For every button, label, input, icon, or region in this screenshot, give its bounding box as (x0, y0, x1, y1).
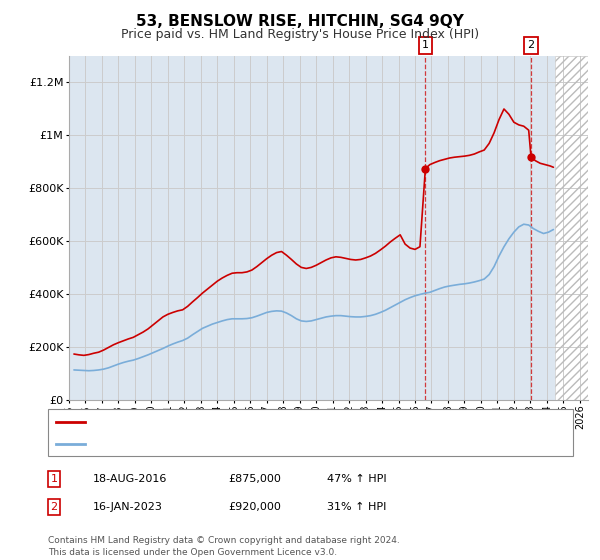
Text: 53, BENSLOW RISE, HITCHIN, SG4 9QY (detached house): 53, BENSLOW RISE, HITCHIN, SG4 9QY (deta… (92, 417, 407, 427)
Text: £875,000: £875,000 (228, 474, 281, 484)
Text: 31% ↑ HPI: 31% ↑ HPI (327, 502, 386, 512)
Text: Price paid vs. HM Land Registry's House Price Index (HPI): Price paid vs. HM Land Registry's House … (121, 28, 479, 41)
Text: 47% ↑ HPI: 47% ↑ HPI (327, 474, 386, 484)
Text: £920,000: £920,000 (228, 502, 281, 512)
Text: 2: 2 (50, 502, 58, 512)
Text: 18-AUG-2016: 18-AUG-2016 (93, 474, 167, 484)
Text: HPI: Average price, detached house, North Hertfordshire: HPI: Average price, detached house, Nort… (92, 438, 407, 449)
Text: 16-JAN-2023: 16-JAN-2023 (93, 502, 163, 512)
Text: 1: 1 (422, 40, 429, 50)
Text: 2: 2 (527, 40, 535, 50)
Text: 1: 1 (50, 474, 58, 484)
Text: Contains HM Land Registry data © Crown copyright and database right 2024.
This d: Contains HM Land Registry data © Crown c… (48, 536, 400, 557)
Text: 53, BENSLOW RISE, HITCHIN, SG4 9QY: 53, BENSLOW RISE, HITCHIN, SG4 9QY (136, 14, 464, 29)
